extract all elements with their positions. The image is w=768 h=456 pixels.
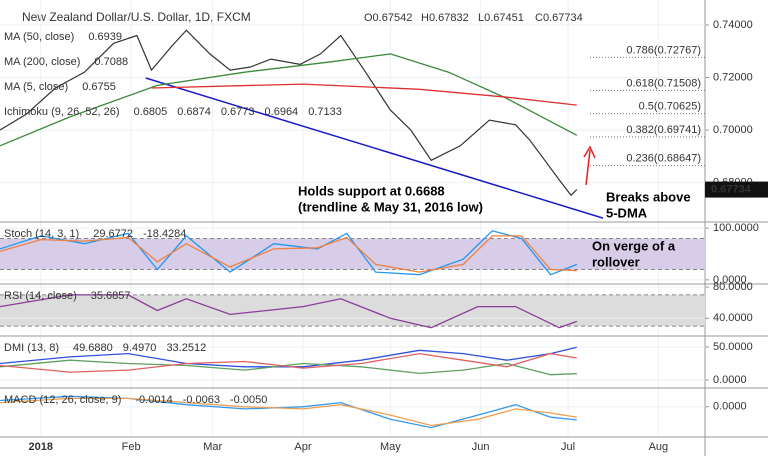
series-line	[151, 83, 577, 106]
series-line	[0, 235, 577, 273]
series-line	[0, 294, 578, 329]
legend-value: 0.7088	[94, 56, 128, 68]
legend-name: MA (200, close)	[4, 56, 80, 68]
legend-value: 9.4970	[123, 342, 157, 354]
annotation: Breaks above	[606, 189, 691, 204]
ohlc-label: H0.67832	[421, 12, 469, 24]
legend-value: 29.6772	[93, 228, 133, 240]
y-tick-label: 0.72000	[713, 71, 753, 83]
legend-value: 35.6857	[91, 290, 131, 302]
y-tick-label: 0.0000	[713, 274, 747, 286]
legend-value: 49.6880	[73, 342, 113, 354]
band	[0, 294, 705, 327]
ohlc-label: O0.67542	[364, 12, 412, 24]
legend-name: MA (50, close)	[4, 31, 74, 43]
x-tick-label: Aug	[649, 441, 669, 453]
legend-value: 0.6805	[134, 106, 168, 118]
x-tick-label: May	[380, 441, 401, 453]
price-tag-label: 0.67734	[711, 183, 752, 195]
trendline	[145, 77, 604, 219]
y-tick-label: 0.0000	[713, 401, 747, 413]
legend-value: 0.6874	[177, 106, 211, 118]
fib-label: 0.618(0.71508)	[626, 77, 701, 89]
fib-label: 0.5(0.70625)	[639, 101, 701, 113]
fib-label: 0.382(0.69741)	[626, 124, 701, 136]
y-tick-label: 40.0000	[713, 312, 753, 324]
legend-value: 0.6939	[88, 31, 122, 43]
annotation: (trendline & May 31, 2016 low)	[298, 199, 483, 214]
y-tick-label: 0.74000	[713, 19, 753, 31]
series-line	[0, 29, 578, 197]
x-tick-label: Mar	[203, 441, 222, 453]
y-tick-label: 50.0000	[713, 341, 753, 353]
legend-name: RSI (14, close)	[4, 290, 77, 302]
legend-name: Ichimoku (9, 26, 52, 26)	[4, 106, 120, 118]
fib-label: 0.236(0.68647)	[626, 152, 701, 164]
legend-value: -0.0063	[183, 394, 220, 406]
series-line	[0, 53, 578, 147]
series-line	[0, 346, 577, 368]
y-tick-label: 0.0000	[713, 374, 747, 386]
fib-label: 0.786(0.72767)	[626, 44, 701, 56]
x-tick-label: Jun	[472, 441, 490, 453]
y-tick-label: 0.70000	[713, 124, 753, 136]
x-tick-label: 2018	[29, 441, 53, 453]
ohlc-label: C0.67734	[535, 12, 583, 24]
legend-value: -0.0050	[230, 394, 267, 406]
y-tick-label: 80.0000	[713, 281, 753, 293]
ohlc-label: L0.67451	[478, 12, 524, 24]
legend-value: -18.4284	[143, 228, 186, 240]
x-tick-label: Apr	[294, 441, 311, 453]
legend-name: DMI (13, 8)	[4, 342, 59, 354]
legend-value: 0.6755	[82, 81, 116, 93]
annotation: Holds support at 0.6688	[298, 183, 445, 198]
annotation: On verge of a	[592, 238, 676, 253]
legend-name: Stoch (14, 3, 1)	[4, 228, 79, 240]
arrow	[583, 145, 596, 186]
legend-value: -0.0014	[135, 394, 172, 406]
x-tick-label: Feb	[122, 441, 141, 453]
price-tag	[705, 181, 768, 198]
legend-name: MA (5, close)	[4, 81, 68, 93]
y-tick-label: 100.0000	[713, 222, 759, 234]
annotation: 5-DMA	[606, 205, 648, 220]
legend-name: MACD (12, 26, close, 9)	[4, 394, 121, 406]
annotation: rollover	[592, 254, 640, 269]
legend-value: 0.6773	[221, 106, 255, 118]
x-tick-label: Jul	[561, 441, 575, 453]
legend-value: 0.7133	[308, 106, 342, 118]
series-line	[0, 230, 578, 276]
legend-value: 0.6964	[265, 106, 299, 118]
legend-value: 33.2512	[166, 342, 206, 354]
chart-title: New Zealand Dollar/U.S. Dollar, 1D, FXCM	[22, 10, 251, 24]
series-line	[0, 352, 577, 373]
series-line	[0, 397, 577, 427]
